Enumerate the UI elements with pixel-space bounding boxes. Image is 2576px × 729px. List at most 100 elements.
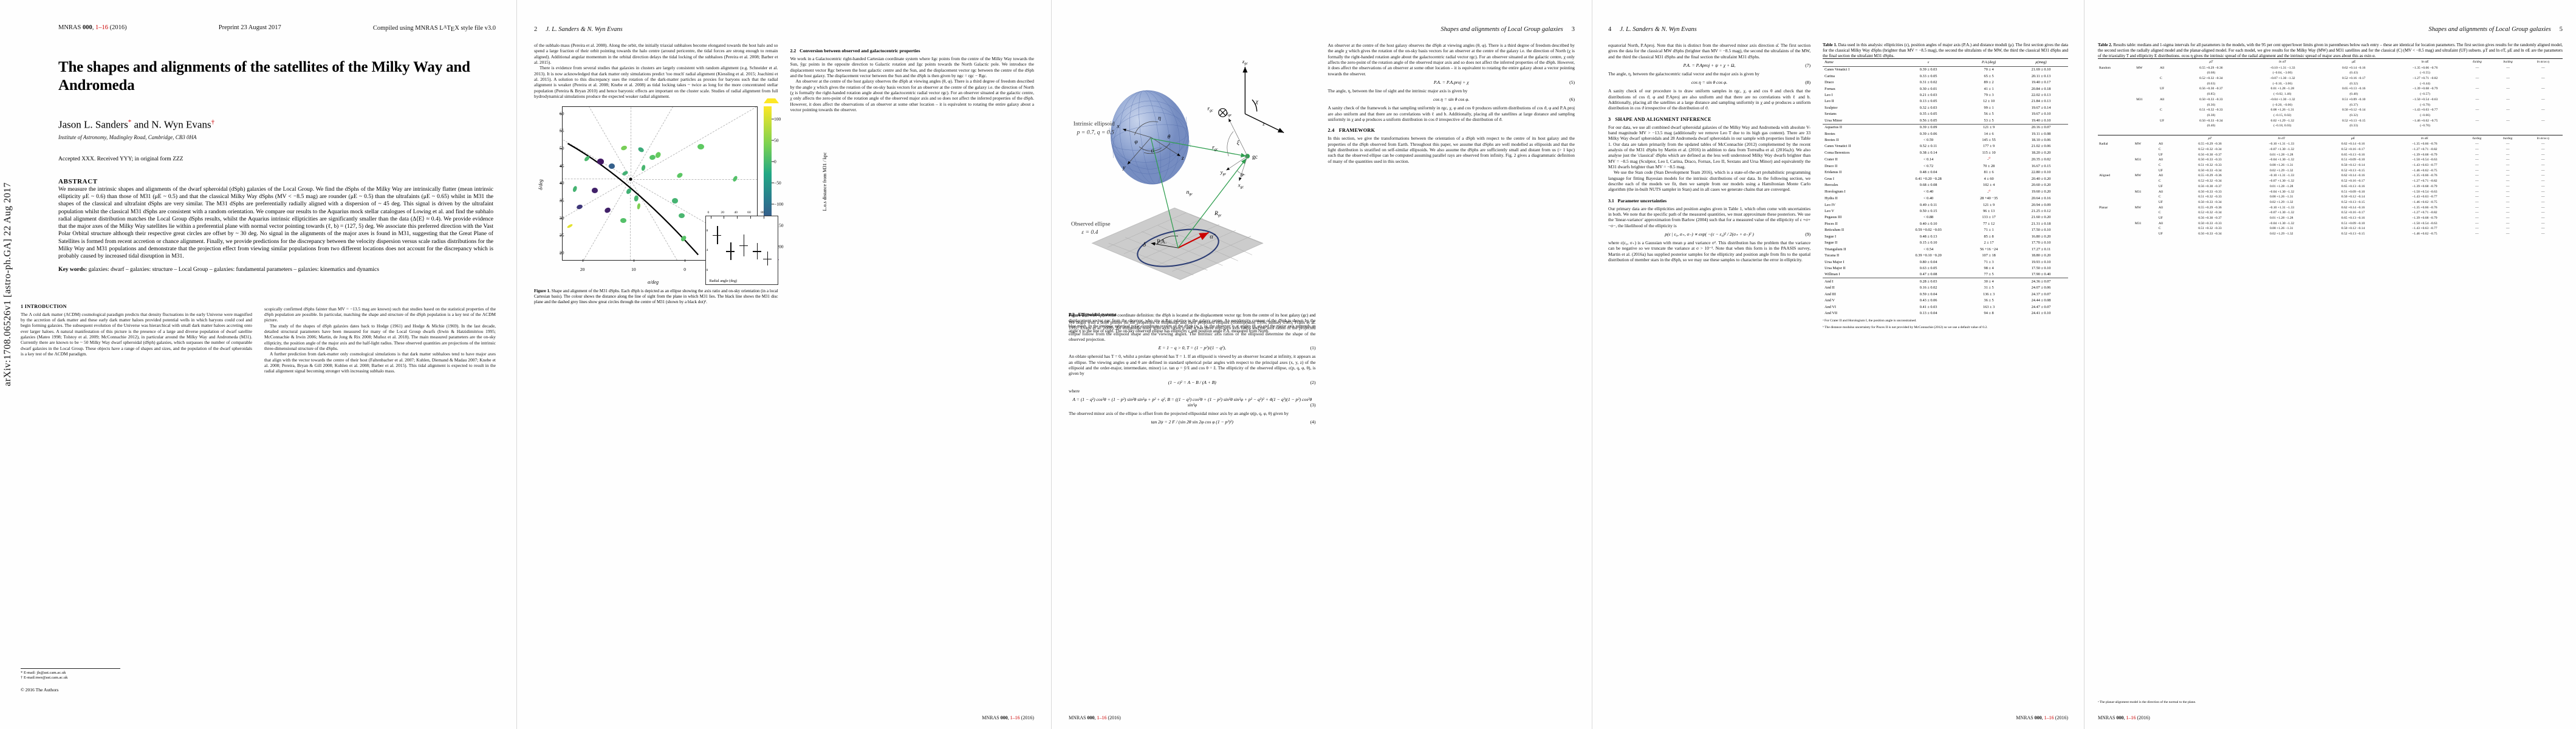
table-1-note-a: ᵃ For Crater II and Horologium I, the po…	[1823, 318, 1917, 323]
preprint-date: Preprint 23 August 2017	[218, 24, 281, 31]
table-cell: —	[2506, 118, 2510, 123]
table-row: And VII 0.13 ± 0.04 94 ± 8 24.41 ± 0.10	[1823, 310, 2068, 317]
table-row: Ursa Major I 0.80 ± 0.04 71 ± 3 19.93 ± 0.1…	[1823, 259, 2068, 265]
table-cell: < 0.88	[1923, 215, 1934, 220]
svg-text:ψ: ψ	[1241, 171, 1244, 177]
table-cell: —	[2541, 211, 2545, 215]
inset-xtick: 40	[734, 211, 738, 215]
keywords-label: Key words:	[58, 266, 87, 273]
table-cell: 0.50 +0.33 −0.34	[2198, 200, 2222, 204]
table-cell: 0.51 +0.09 −0.10	[2341, 221, 2365, 225]
svg-text:η: η	[1158, 115, 1161, 122]
page-3-footer: MNRAS 000, 1–16 (2016)	[1069, 715, 1121, 720]
table-cell: −0.10 +1.31 −1.33	[2269, 66, 2295, 70]
copyright-line: © 2016 The Authors	[21, 687, 59, 693]
table-cell: 18.20 ± 0.20	[2031, 150, 2051, 155]
svg-text:rgc: rgc	[1207, 106, 1213, 113]
table-row: Draco II < 0.72 70 ± 28 16.67 ± 0.15	[1823, 163, 2068, 169]
table-cell: —	[2541, 195, 2545, 199]
section-1-heading: 1 INTRODUCTION	[21, 303, 67, 309]
table-cell: 0.13 ± 0.05	[1919, 99, 1937, 104]
table-cell: 0.52 +0.32 −0.34	[2198, 179, 2222, 183]
colorbar-tick: −100	[774, 201, 784, 207]
table-cell: 0.50 +0.12 −0.14	[2341, 163, 2365, 168]
table-1-header: Name	[1824, 60, 1834, 65]
table-cell: 24.37 ± 0.07	[2031, 292, 2051, 296]
table-cell: 0.02 +1.29 −1.32	[2270, 118, 2295, 123]
page-4-running-head: 4 J. L. Sanders & N. Wyn Evans	[1608, 24, 2068, 34]
table-cell: 0.65 +0.13 −0.16	[2341, 87, 2366, 91]
table-cell-limit	[2492, 102, 2523, 108]
table-cell: 19.67 ± 0.10	[2031, 112, 2051, 117]
table-cell: 70 ± 28	[1982, 163, 1995, 168]
section-2-4-number: 2.4	[1327, 128, 1335, 134]
table-1: Name ε P.A.(deg) μ(mag) Canes Venatici I 0.39…	[1823, 58, 2068, 317]
section-3-title: SHAPE AND ALIGNMENT INFERENCE	[1615, 116, 1711, 122]
table-cell-limit: (−0.66)	[2420, 113, 2430, 117]
table-cell: 22.80 ± 0.10	[2031, 170, 2051, 175]
table-row: Fornax 0.30 ± 0.01 41 ± 1 20.84 ± 0.18	[1823, 86, 2068, 92]
author-list: Jason L. Sanders* and N. Wyn Evans†	[58, 118, 215, 131]
table-cell: —	[2506, 97, 2510, 101]
table-cell: —	[2475, 108, 2479, 112]
table-row: UF 0.50 +0.33 −0.34 0.02 +1.29 −1.32 0.52 +…	[2098, 168, 2563, 173]
svg-text:z: z	[1262, 121, 1265, 127]
host-name: M31	[2134, 190, 2142, 194]
table-cell: 0.50 +0.33 −0.33	[2199, 97, 2223, 101]
table-row: C 0.51 +0.32 −0.33 0.08 +1.26 −1.31 0.50 +0…	[2098, 226, 2563, 231]
colorbar-tick: 50	[774, 137, 779, 143]
svg-text:ξ: ξ	[1237, 140, 1240, 146]
table-cell-limit	[2524, 81, 2563, 86]
svg-text:χ: χ	[1255, 98, 1259, 105]
table-cell: 0.52 +0.32 −0.34	[2199, 77, 2223, 81]
table-cell: Reticulum II	[1824, 228, 1845, 233]
table-cell: −1.35 +0.66 −0.76	[2411, 142, 2437, 146]
table-cell: −0.04 +1.30 −1.32	[2269, 190, 2295, 194]
subset-name: C	[2158, 163, 2161, 168]
model-name	[2098, 216, 2134, 221]
table-cell: Sextans	[1824, 112, 1837, 117]
table-cell: 0.43 ± 0.06	[1919, 298, 1937, 303]
table-cell: —	[2475, 200, 2479, 204]
table-cell: 18.80 ± 0.20	[2031, 253, 2051, 258]
table-cell: 0.80 ± 0.04	[1919, 259, 1937, 264]
table-cell: 89 ± 2	[1984, 80, 1994, 85]
table-cell: And II	[1824, 286, 1835, 290]
model-name	[2098, 157, 2134, 163]
table-row: M31 All 0.50 +0.33 −0.33 −0.04 +1.30 −1.32 0…	[2098, 157, 2563, 163]
svg-text:z: z	[1181, 155, 1184, 162]
table-cell: 20.94 ± 0.09	[2031, 202, 2051, 207]
table-row: Leo I 0.21 ± 0.03 79 ± 3 22.02 ± 0.13	[1823, 92, 2068, 98]
arxiv-stamp: arXiv:1708.06526v1 [astro-ph.GA] 22 Aug …	[2, 182, 13, 386]
table-cell: Ursa Minor	[1824, 118, 1843, 123]
table-row: Hercules 0.68 ± 0.08 102 ± 4 20.60 ± 0.20	[1823, 182, 2068, 188]
table-cell: < 0.59	[1923, 138, 1934, 142]
table-cell: 0.02 +1.29 −1.32	[2269, 200, 2293, 204]
table-cell: 0.52 +0.16 −0.17	[2341, 77, 2366, 81]
table-cell: 0.38 ± 0.14	[1919, 150, 1937, 155]
table-cell: 0.62 +0.14 −0.16	[2341, 174, 2365, 178]
table-cell: −1.27 +0.71 −0.82	[2411, 147, 2437, 151]
table-cell: 0.55 +0.29 −0.36	[2198, 174, 2222, 178]
table-cell: 0.68 ± 0.08	[1919, 183, 1937, 188]
table-row: Pegasus III < 0.88 133 ± 17 21.60 ± 0.20	[1823, 214, 2068, 221]
table-row: And VI 0.41 ± 0.03 163 ± 3 24.47 ± 0.07	[1823, 304, 2068, 310]
table-cell: —	[2541, 200, 2545, 204]
p3-c2-para-0: An observer at the centre of the host ga…	[1327, 43, 1575, 77]
table-cell: 0.13 ± 0.04	[1919, 311, 1937, 315]
table-cell: < 0.40	[1923, 196, 1934, 201]
table-cell: < 0.54	[1923, 247, 1934, 252]
table-row: Hydra II < 0.40 28 +40 −35 20.64 ± 0.16	[1823, 196, 2068, 202]
abstract-text: We measure the intrinsic shapes and alig…	[58, 185, 493, 260]
table-cell: 177 ± 9	[1982, 144, 1995, 149]
table-cell: Eridanus II	[1824, 170, 1842, 175]
table-cell: —	[2541, 108, 2545, 112]
table-cell: —	[2541, 168, 2545, 173]
table-cell-limit	[2462, 123, 2492, 129]
page-1-column-2: scopically confirmed dSphs fainter than …	[264, 298, 496, 374]
table-cell: 21.31 ± 0.18	[2031, 221, 2051, 226]
table-cell: —	[2541, 152, 2545, 157]
table-cell: —	[2506, 190, 2510, 194]
table-cell: 0.52 +0.13 −0.15	[2341, 168, 2365, 173]
table-cell: Leo II	[1824, 99, 1834, 104]
